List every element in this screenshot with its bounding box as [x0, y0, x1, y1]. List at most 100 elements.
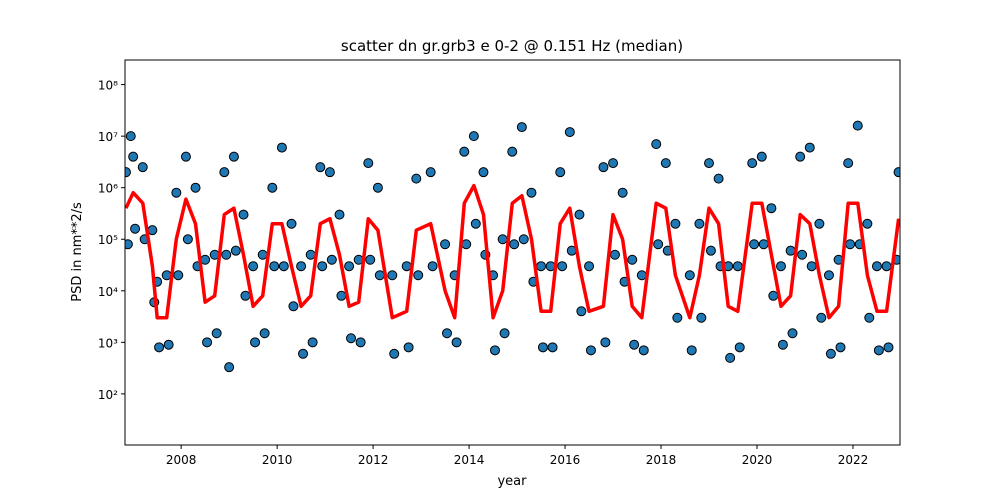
scatter-point	[403, 342, 414, 353]
scatter-point	[147, 225, 158, 236]
scatter-point	[307, 337, 318, 348]
plot-frame	[124, 59, 901, 446]
scatter-point	[250, 337, 261, 348]
scatter-point	[190, 182, 201, 193]
scatter-point	[230, 245, 241, 256]
scatter-point	[672, 312, 683, 323]
scatter-point	[334, 209, 345, 220]
scatter-point	[749, 239, 760, 250]
scatter-point	[441, 328, 452, 339]
scatter-point	[758, 239, 769, 250]
scatter-point	[202, 337, 213, 348]
x-tick-label: 2012	[358, 453, 389, 467]
scatter-point	[732, 261, 743, 272]
scatter-point	[686, 345, 697, 356]
scatter-point	[785, 245, 796, 256]
scatter-point	[835, 342, 846, 353]
scatter-point	[336, 290, 347, 301]
scatter-point	[224, 362, 235, 373]
scatter-point	[326, 254, 337, 265]
scatter-point	[125, 131, 136, 142]
scatter-point	[852, 120, 863, 131]
scatter-point	[617, 187, 628, 198]
scatter-point	[660, 158, 671, 169]
scatter-point	[125, 167, 131, 178]
scatter-point	[787, 328, 798, 339]
scatter-point	[536, 261, 547, 272]
scatter-point	[259, 328, 270, 339]
scatter-point	[228, 151, 239, 162]
scatter-point	[814, 218, 825, 229]
scatter-point	[238, 209, 249, 220]
scatter-point	[248, 261, 259, 272]
scatter-point	[564, 127, 575, 138]
scatter-point	[413, 270, 424, 281]
scatter-point	[468, 131, 479, 142]
scatter-point	[670, 218, 681, 229]
scatter-point	[537, 342, 548, 353]
scatter-point	[806, 261, 817, 272]
scatter-point	[425, 167, 436, 178]
scatter-point	[346, 333, 357, 344]
scatter-point	[638, 345, 649, 356]
chart-title: scatter dn gr.grb3 e 0-2 @ 0.151 Hz (med…	[341, 37, 683, 55]
scatter-point	[315, 162, 326, 173]
scatter-point	[704, 158, 715, 169]
scatter-point	[240, 290, 251, 301]
scatter-point	[317, 261, 328, 272]
scatter-point	[518, 234, 529, 245]
scatter-point	[893, 167, 900, 178]
scatter-point	[574, 209, 585, 220]
scatter-point	[451, 337, 462, 348]
scatter-point	[775, 261, 786, 272]
scatter-point	[411, 173, 422, 184]
scatter-point	[267, 182, 278, 193]
scatter-point	[777, 339, 788, 350]
scatter-point	[804, 142, 815, 153]
scatter-point	[766, 203, 777, 214]
scatter-point	[125, 239, 133, 250]
x-tick-label: 2020	[742, 453, 773, 467]
y-tick-label: 10⁷	[98, 130, 118, 144]
scatter-point	[576, 306, 587, 317]
y-tick-label: 10⁵	[98, 233, 118, 247]
scatter-point	[305, 249, 316, 260]
scatter-point	[128, 151, 139, 162]
scatter-point	[269, 261, 280, 272]
scatter-point	[843, 158, 854, 169]
scatter-point	[547, 342, 558, 353]
scatter-point	[629, 339, 640, 350]
scatter-point	[211, 328, 222, 339]
scatter-point	[288, 301, 299, 312]
scatter-point	[478, 167, 489, 178]
scatter-point	[825, 348, 836, 359]
scatter-point	[768, 290, 779, 301]
x-tick-label: 2022	[838, 453, 869, 467]
scatter-point	[221, 249, 232, 260]
scatter-point	[756, 151, 767, 162]
x-tick-label: 2008	[166, 453, 197, 467]
scatter-point	[440, 239, 451, 250]
scatter-point	[401, 261, 412, 272]
scatter-point	[470, 218, 481, 229]
x-tick-label: 2016	[550, 453, 581, 467]
scatter-point	[509, 239, 520, 250]
scatter-point	[344, 261, 355, 272]
scatter-point	[296, 261, 307, 272]
scatter-point	[653, 239, 664, 250]
y-tick-label: 10³	[98, 336, 118, 350]
x-tick-label: 2010	[262, 453, 293, 467]
scatter-point	[507, 146, 518, 157]
scatter-point	[684, 270, 695, 281]
scatter-point	[557, 261, 568, 272]
scatter-point	[182, 234, 193, 245]
scatter-point	[389, 348, 400, 359]
scatter-point	[816, 312, 827, 323]
scatter-point	[585, 345, 596, 356]
scatter-point	[598, 162, 609, 173]
scatter-point	[219, 167, 230, 178]
scatter-point	[713, 173, 724, 184]
x-tick-label: 2014	[454, 453, 485, 467]
scatter-point	[257, 249, 268, 260]
